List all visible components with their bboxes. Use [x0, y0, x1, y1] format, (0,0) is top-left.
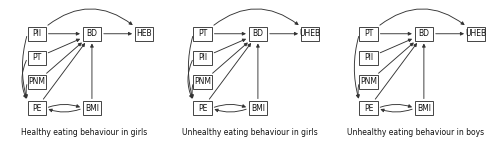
Text: PII: PII	[364, 53, 373, 62]
FancyBboxPatch shape	[194, 51, 212, 65]
FancyBboxPatch shape	[467, 27, 485, 41]
FancyBboxPatch shape	[194, 75, 212, 89]
FancyBboxPatch shape	[28, 101, 46, 115]
Text: PE: PE	[32, 104, 42, 113]
Text: BD: BD	[418, 29, 430, 38]
FancyBboxPatch shape	[28, 51, 46, 65]
Text: Healthy eating behaviour in girls: Healthy eating behaviour in girls	[21, 128, 147, 137]
Text: BD: BD	[252, 29, 264, 38]
Text: BMI: BMI	[251, 104, 265, 113]
Text: BMI: BMI	[85, 104, 99, 113]
Text: BD: BD	[86, 29, 98, 38]
Text: UHEB: UHEB	[300, 29, 320, 38]
FancyBboxPatch shape	[360, 101, 378, 115]
FancyBboxPatch shape	[194, 27, 212, 41]
FancyBboxPatch shape	[135, 27, 153, 41]
Text: PT: PT	[364, 29, 373, 38]
FancyBboxPatch shape	[83, 27, 101, 41]
FancyBboxPatch shape	[360, 51, 378, 65]
FancyBboxPatch shape	[83, 101, 101, 115]
Text: UHEB: UHEB	[466, 29, 486, 38]
FancyBboxPatch shape	[301, 27, 319, 41]
FancyBboxPatch shape	[249, 27, 267, 41]
Text: PE: PE	[198, 104, 207, 113]
Text: PT: PT	[198, 29, 207, 38]
Text: BMI: BMI	[417, 104, 431, 113]
FancyBboxPatch shape	[194, 101, 212, 115]
Text: HEB: HEB	[136, 29, 152, 38]
Text: PNM: PNM	[360, 77, 377, 86]
FancyBboxPatch shape	[360, 27, 378, 41]
Text: PT: PT	[32, 53, 41, 62]
Text: PE: PE	[364, 104, 373, 113]
Text: PII: PII	[198, 53, 207, 62]
Text: PNM: PNM	[28, 77, 45, 86]
FancyBboxPatch shape	[415, 101, 433, 115]
FancyBboxPatch shape	[415, 27, 433, 41]
FancyBboxPatch shape	[360, 75, 378, 89]
Text: Unhealthy eating behaviour in girls: Unhealthy eating behaviour in girls	[182, 128, 318, 137]
Text: Unhealthy eating behaviour in boys: Unhealthy eating behaviour in boys	[348, 128, 484, 137]
Text: PNM: PNM	[194, 77, 211, 86]
FancyBboxPatch shape	[28, 75, 46, 89]
Text: PII: PII	[32, 29, 41, 38]
FancyBboxPatch shape	[249, 101, 267, 115]
FancyBboxPatch shape	[28, 27, 46, 41]
